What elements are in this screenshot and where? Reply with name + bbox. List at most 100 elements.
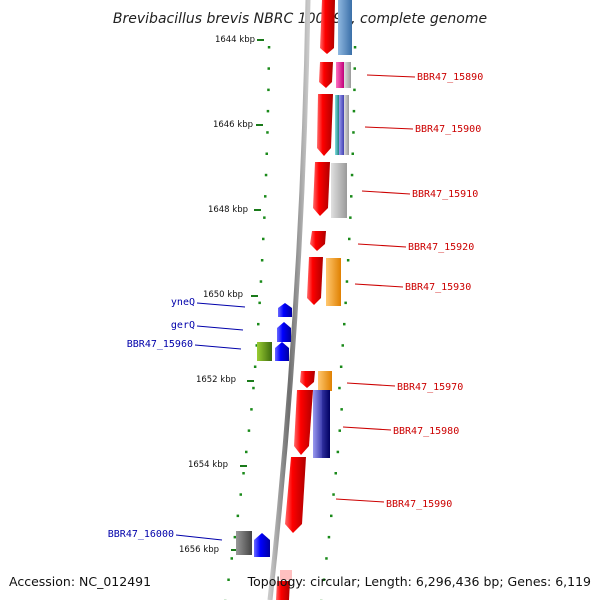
scale-label-1646: 1646 kbp: [213, 120, 253, 130]
gene-arrow[interactable]: [300, 371, 315, 388]
track-dot: [266, 131, 269, 134]
track-dot: [341, 344, 344, 347]
track-dot: [350, 173, 354, 177]
track-dot: [257, 322, 260, 326]
track-dot: [353, 46, 357, 49]
gene-arrow[interactable]: [254, 533, 270, 557]
scale-label-1644: 1644 kbp: [215, 35, 255, 45]
track-dot: [259, 280, 263, 283]
gene-label[interactable]: yneQ: [171, 297, 195, 308]
gene-arrow[interactable]: [320, 0, 335, 54]
gene-arrow[interactable]: [313, 162, 330, 216]
ortholog-blocks: [313, 0, 352, 458]
gene-label[interactable]: BBR47_15920: [408, 242, 474, 253]
label-leader: [335, 498, 385, 503]
gene-arrow[interactable]: [278, 303, 292, 317]
track-dot: [260, 259, 264, 262]
scale-labels: 1644 kbp 1646 kbp 1648 kbp 1650 kbp 1652…: [179, 35, 255, 555]
track-dot: [253, 365, 257, 368]
gene-label[interactable]: BBR47_15900: [415, 124, 481, 135]
track-dot: [239, 493, 242, 496]
gene-arrow[interactable]: [319, 62, 333, 88]
gene-arrow[interactable]: [307, 257, 323, 305]
gene-label[interactable]: BBR47_15970: [397, 382, 463, 393]
track-dot: [330, 514, 333, 518]
gene-label[interactable]: BBR47_15990: [386, 499, 452, 510]
scale-label-1650: 1650 kbp: [203, 290, 243, 300]
ortholog-block[interactable]: [344, 95, 349, 155]
track-dot: [265, 152, 268, 155]
label-leader: [196, 302, 246, 308]
track-dot: [346, 259, 350, 262]
ortholog-block[interactable]: [338, 0, 352, 55]
ortholog-block[interactable]: [331, 163, 347, 218]
left-track-dots: [224, 46, 271, 600]
track-dot: [262, 237, 265, 241]
track-dot: [250, 408, 253, 411]
gene-label[interactable]: BBR47_15910: [412, 189, 478, 200]
reverse-strand-genes: [236, 303, 292, 557]
gene-arrow[interactable]: [276, 581, 290, 600]
gene-label[interactable]: BBR47_16000: [108, 529, 174, 540]
ortholog-block[interactable]: [336, 62, 344, 88]
gene-arrow[interactable]: [317, 94, 333, 156]
gene-label[interactable]: BBR47_15890: [417, 72, 483, 83]
ortholog-block[interactable]: [335, 95, 339, 155]
ortholog-block[interactable]: [318, 371, 332, 391]
track-dot: [338, 386, 341, 390]
track-dot: [247, 429, 251, 432]
track-dot: [348, 237, 351, 241]
track-dot: [352, 131, 355, 134]
ortholog-block[interactable]: [326, 258, 341, 306]
gene-label[interactable]: BBR47_15930: [405, 282, 471, 293]
gene-box[interactable]: [280, 570, 292, 580]
track-dot: [322, 578, 326, 581]
track-dot: [339, 365, 343, 368]
track-dot: [344, 301, 347, 305]
track-dot: [332, 493, 335, 496]
track-dot: [351, 152, 354, 155]
track-dot: [227, 578, 230, 581]
track-dot: [343, 322, 346, 326]
gene-arrow[interactable]: [277, 322, 291, 342]
gene-label[interactable]: BBR47_15980: [393, 426, 459, 437]
gene-box[interactable]: [236, 531, 252, 555]
ortholog-block[interactable]: [339, 95, 344, 155]
map-title: Brevibacillus brevis NBRC 100599, comple…: [113, 11, 487, 27]
track-dot: [230, 557, 233, 560]
scale-label-1648: 1648 kbp: [208, 205, 248, 215]
gene-arrow[interactable]: [294, 390, 313, 455]
label-leader: [196, 325, 244, 331]
right-gene-labels: BBR47_15890 BBR47_15900 BBR47_15910 BBR4…: [335, 72, 483, 510]
track-dot: [353, 88, 356, 92]
track-dot: [267, 46, 271, 49]
gene-label[interactable]: BBR47_15960: [127, 339, 193, 350]
track-dot: [258, 301, 261, 305]
track-dot: [353, 67, 356, 70]
gene-arrow[interactable]: [310, 231, 326, 251]
scale-label-1652: 1652 kbp: [196, 375, 236, 385]
ortholog-block[interactable]: [313, 390, 322, 458]
track-dot: [233, 535, 237, 539]
track-dot: [325, 557, 328, 560]
track-dot: [255, 344, 258, 347]
track-dot: [340, 408, 343, 411]
scale-label-1654: 1654 kbp: [188, 460, 228, 470]
ortholog-block[interactable]: [344, 62, 351, 88]
ortholog-block[interactable]: [322, 390, 330, 458]
label-leader: [366, 74, 416, 78]
gene-arrow[interactable]: [275, 342, 289, 361]
track-dot: [266, 109, 270, 113]
track-dot: [245, 450, 248, 454]
track-dot: [236, 514, 240, 518]
gene-label[interactable]: gerQ: [171, 320, 195, 331]
track-dot: [242, 472, 245, 475]
label-leader: [342, 426, 392, 431]
label-leader: [361, 190, 411, 195]
track-dot: [264, 173, 268, 177]
forward-strand-genes: [276, 0, 335, 600]
gene-arrow[interactable]: [285, 457, 306, 533]
gene-box[interactable]: [257, 342, 272, 361]
track-dot: [327, 535, 331, 539]
right-track-dots: [320, 46, 357, 600]
